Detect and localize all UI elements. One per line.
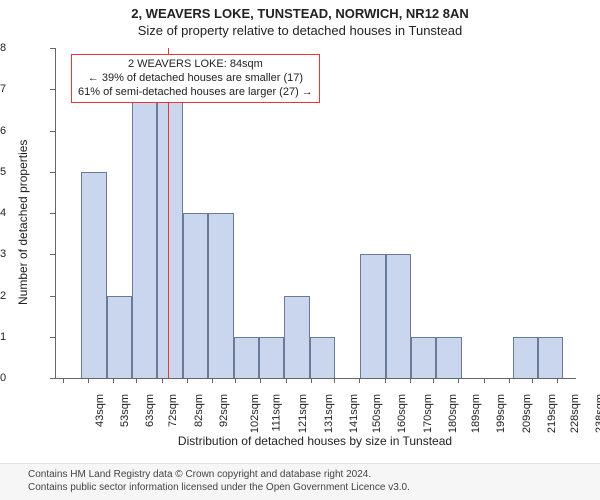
y-tick-mark <box>50 131 55 132</box>
property-annotation: 2 WEAVERS LOKE: 84sqm ← 39% of detached … <box>71 54 320 103</box>
y-tick-label: 8 <box>0 42 47 54</box>
chart-title-desc: Size of property relative to detached ho… <box>0 21 600 38</box>
x-tick-mark <box>532 378 533 383</box>
y-tick-label: 1 <box>0 331 47 343</box>
x-tick-label: 72sqm <box>167 394 179 427</box>
annotation-line-2: ← 39% of detached houses are smaller (17… <box>78 72 313 86</box>
x-tick-mark <box>260 378 261 383</box>
histogram-bar <box>436 337 461 378</box>
x-tick-mark <box>311 378 312 383</box>
y-tick-label: 0 <box>0 372 47 384</box>
x-tick-mark <box>136 378 137 383</box>
footer-line-2: Contains public sector information licen… <box>28 481 590 494</box>
x-tick-label: 43sqm <box>94 394 106 427</box>
x-tick-label: 189sqm <box>470 394 482 433</box>
y-tick-label: 7 <box>0 83 47 95</box>
y-tick-label: 6 <box>0 125 47 137</box>
x-tick-mark <box>162 378 163 383</box>
x-tick-label: 102sqm <box>249 394 261 433</box>
attribution-footer: Contains HM Land Registry data © Crown c… <box>0 463 600 500</box>
histogram-bar <box>259 337 284 378</box>
x-tick-mark <box>286 378 287 383</box>
x-tick-mark <box>334 378 335 383</box>
x-tick-label: 111sqm <box>271 394 283 432</box>
y-tick-mark <box>50 254 55 255</box>
x-tick-label: 92sqm <box>218 394 230 427</box>
x-tick-label: 141sqm <box>348 394 360 433</box>
x-tick-label: 82sqm <box>193 394 205 427</box>
x-tick-mark <box>433 378 434 383</box>
histogram-bar <box>386 254 411 378</box>
histogram-bar <box>81 172 106 378</box>
x-tick-mark <box>359 378 360 383</box>
y-tick-mark <box>50 48 55 49</box>
histogram-bar <box>538 337 563 378</box>
x-tick-mark <box>509 378 510 383</box>
histogram-bar <box>157 89 182 378</box>
x-tick-mark <box>557 378 558 383</box>
x-tick-label: 53sqm <box>119 394 131 427</box>
y-tick-mark <box>50 296 55 297</box>
footer-line-1: Contains HM Land Registry data © Crown c… <box>28 468 590 481</box>
histogram-bar <box>284 296 309 379</box>
histogram-bar <box>513 337 538 378</box>
x-tick-label: 219sqm <box>546 394 558 433</box>
histogram-bar <box>310 337 335 378</box>
y-tick-mark <box>50 337 55 338</box>
x-tick-label: 150sqm <box>371 394 383 433</box>
y-axis-label: Number of detached properties <box>16 140 30 305</box>
histogram-bar <box>183 213 208 378</box>
histogram-bar <box>360 254 385 378</box>
histogram-bar <box>132 89 157 378</box>
annotation-line-3: 61% of semi-detached houses are larger (… <box>78 86 313 100</box>
x-tick-mark <box>410 378 411 383</box>
x-tick-label: 63sqm <box>144 394 156 427</box>
y-tick-mark <box>50 89 55 90</box>
x-tick-label: 228sqm <box>569 394 581 433</box>
x-tick-mark <box>484 378 485 383</box>
annotation-line-1: 2 WEAVERS LOKE: 84sqm <box>78 58 313 72</box>
x-axis-label: Distribution of detached houses by size … <box>55 434 575 448</box>
histogram-bar <box>411 337 436 378</box>
chart-title-address: 2, WEAVERS LOKE, TUNSTEAD, NORWICH, NR12… <box>0 0 600 21</box>
x-tick-label: 121sqm <box>298 394 310 433</box>
x-tick-mark <box>88 378 89 383</box>
x-tick-label: 180sqm <box>447 394 459 433</box>
x-tick-mark <box>212 378 213 383</box>
x-tick-mark <box>458 378 459 383</box>
histogram-bar <box>107 296 132 379</box>
y-tick-mark <box>50 378 55 379</box>
x-tick-label: 199sqm <box>495 394 507 433</box>
x-tick-label: 170sqm <box>422 394 434 433</box>
x-tick-mark <box>385 378 386 383</box>
x-tick-label: 209sqm <box>521 394 533 433</box>
y-tick-mark <box>50 213 55 214</box>
histogram-bar <box>234 337 259 378</box>
x-tick-label: 131sqm <box>323 394 335 433</box>
x-tick-mark <box>187 378 188 383</box>
histogram-bar <box>208 213 233 378</box>
x-tick-label: 238sqm <box>594 394 600 433</box>
x-tick-mark <box>113 378 114 383</box>
x-tick-mark <box>63 378 64 383</box>
y-tick-mark <box>50 172 55 173</box>
x-tick-label: 160sqm <box>397 394 409 433</box>
x-tick-mark <box>235 378 236 383</box>
